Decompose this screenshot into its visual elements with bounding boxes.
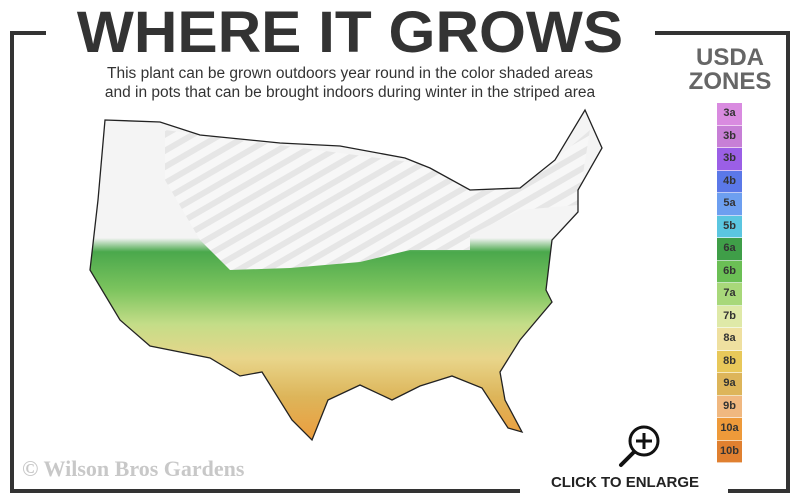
- subtitle: This plant can be grown outdoors year ro…: [40, 64, 660, 102]
- legend-zone-6a: 6a: [717, 238, 742, 261]
- zone-legend: 3a 3b 3b 4b 5a 5b 6a 6b 7a 7b 8a 8b 9a 9b 10a 10b: [717, 103, 742, 463]
- zoom-in-magnifier-icon: [619, 425, 660, 467]
- legend-zone-10a: 10a: [717, 418, 742, 441]
- legend-title: USDA ZONES: [680, 46, 780, 94]
- legend-zone-8a: 8a: [717, 328, 742, 351]
- frame-top-left: [10, 31, 46, 35]
- legend-zone-10b: 10b: [717, 440, 742, 463]
- subtitle-line: and in pots that can be brought indoors …: [104, 84, 596, 101]
- legend-zone-4b: 4b: [717, 170, 742, 193]
- legend-zone-5a: 5a: [717, 193, 742, 216]
- click-to-enlarge-label: CLICK TO ENLARGE: [550, 474, 700, 491]
- legend-zone-6b: 6b: [717, 260, 742, 283]
- subtitle-line: This plant can be grown outdoors year ro…: [107, 65, 593, 82]
- legend-title-line: USDA: [695, 44, 764, 71]
- usda-zone-map[interactable]: [70, 100, 610, 445]
- legend-zone-3a: 3a: [717, 103, 742, 126]
- legend-zone-3b: 3b: [717, 125, 742, 148]
- legend-zone-8b: 8b: [717, 350, 742, 373]
- copyright-watermark: © Wilson Bros Gardens: [22, 456, 245, 481]
- legend-zone-9b: 9b: [717, 395, 742, 418]
- legend-title-line: ZONES: [688, 68, 772, 95]
- frame-right: [786, 31, 790, 493]
- legend-zone-7b: 7b: [717, 305, 742, 328]
- legend-zone-5b: 5b: [717, 215, 742, 238]
- page-title: WHERE IT GROWS: [76, 0, 624, 65]
- frame-bottom-right: [728, 489, 790, 493]
- frame-bottom-left: [10, 489, 520, 493]
- frame-left: [10, 31, 14, 493]
- legend-zone-3b: 3b: [717, 148, 742, 171]
- legend-zone-7a: 7a: [717, 283, 742, 306]
- legend-zone-9a: 9a: [717, 373, 742, 396]
- frame-top-right: [655, 31, 790, 35]
- click-to-enlarge-button[interactable]: CLICK TO ENLARGE: [522, 420, 728, 495]
